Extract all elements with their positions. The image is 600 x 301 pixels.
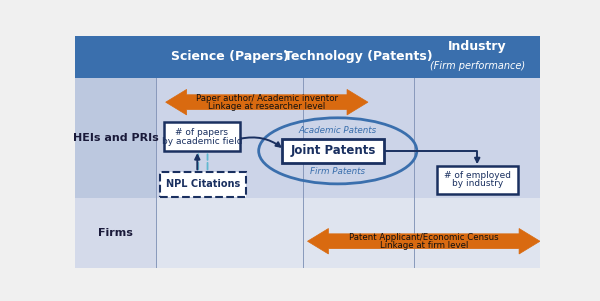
Bar [75, 36, 540, 78]
FancyBboxPatch shape [437, 166, 518, 194]
Text: Technology (Patents): Technology (Patents) [284, 51, 433, 64]
Text: # of papers: # of papers [175, 128, 229, 137]
Text: Firms: Firms [98, 228, 133, 238]
Text: (Firm performance): (Firm performance) [430, 61, 525, 71]
Text: by industry: by industry [452, 179, 503, 188]
Text: Linkage at researcher level: Linkage at researcher level [208, 102, 325, 111]
Text: Academic Patents: Academic Patents [299, 126, 377, 135]
Text: Science (Papers): Science (Papers) [170, 51, 289, 64]
FancyBboxPatch shape [160, 172, 246, 197]
Text: Joint Patents: Joint Patents [290, 144, 376, 157]
Text: Paper author/ Academic inventor: Paper author/ Academic inventor [196, 95, 338, 104]
Text: HEIs and PRIs: HEIs and PRIs [73, 133, 158, 143]
Text: Firm Patents: Firm Patents [310, 167, 365, 176]
Bar [75, 78, 157, 198]
Bar [75, 198, 157, 268]
Polygon shape [308, 228, 540, 254]
FancyBboxPatch shape [164, 123, 241, 151]
Text: NPL Citations: NPL Citations [166, 179, 240, 189]
Text: # of employed: # of employed [444, 171, 511, 180]
Text: Industry: Industry [448, 40, 506, 53]
FancyBboxPatch shape [282, 139, 384, 163]
Text: Linkage at firm level: Linkage at firm level [380, 241, 468, 250]
Bar [157, 78, 540, 198]
Bar [157, 198, 540, 268]
Polygon shape [166, 89, 368, 115]
Text: by academic field: by academic field [161, 137, 242, 146]
Text: Patent Applicant/Economic Census: Patent Applicant/Economic Census [349, 234, 499, 243]
